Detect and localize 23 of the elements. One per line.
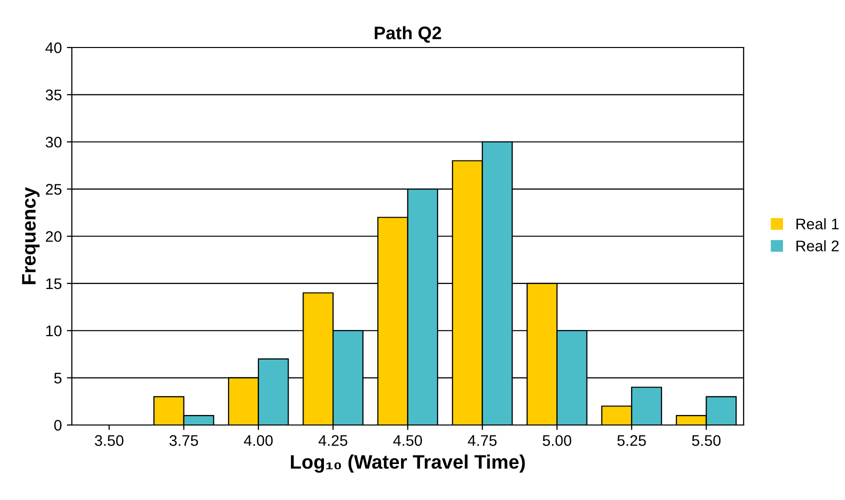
y-tick-label: 0: [54, 420, 62, 431]
x-tick-label: 4.75: [468, 435, 497, 446]
x-tick-label: 4.00: [244, 435, 273, 446]
y-axis-title: Frequency: [22, 187, 40, 284]
x-tick-label: 5.00: [542, 435, 572, 446]
y-tick-label: 10: [46, 325, 62, 336]
y-tick-label: 25: [46, 184, 62, 195]
x-tick-label: 3.75: [170, 435, 198, 446]
y-tick-label: 35: [46, 90, 62, 100]
x-tick-label: 4.50: [393, 435, 422, 446]
y-tick-label: 15: [46, 278, 62, 290]
x-tick-label: 4.25: [318, 435, 348, 446]
legend-label: Real 1: [796, 218, 839, 230]
y-tick-label: 5: [54, 372, 62, 384]
x-axis-title: Log₁₀ (Water Travel Time): [290, 454, 525, 473]
chart-title: Path Q2: [374, 26, 442, 43]
y-tick-label: 20: [46, 231, 62, 242]
x-tick-label: 5.25: [617, 435, 646, 446]
x-tick-label: 5.50: [692, 435, 721, 446]
x-tick-label: 3.50: [94, 435, 124, 446]
y-tick-label: 30: [46, 136, 62, 148]
y-tick-label: 40: [45, 42, 62, 54]
legend-label: Real 2: [796, 240, 839, 252]
